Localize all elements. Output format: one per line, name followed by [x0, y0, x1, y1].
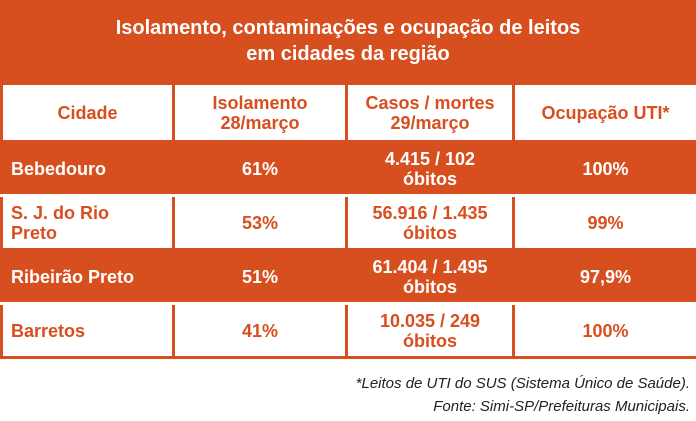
row: Barretos 41% 10.035 / 249 óbitos 100% — [0, 302, 696, 359]
footnote: *Leitos de UTI do SUS (Sistema Único de … — [355, 375, 690, 392]
header-row: Cidade Isolamento 28/março Casos / mortes … — [0, 82, 696, 143]
cell: 51% — [172, 248, 348, 305]
cell: 53% — [172, 194, 348, 251]
cell: 99% — [512, 194, 696, 251]
cell: 56.916 / 1.435 óbitos — [345, 194, 515, 251]
cell: 10.035 / 249 óbitos — [345, 302, 515, 359]
column-header: Cidade — [0, 82, 175, 143]
cell: 61% — [172, 140, 348, 197]
row: S. J. do Rio Preto 53% 56.916 / 1.435 óbit… — [0, 194, 696, 251]
cell: Bebedouro — [0, 140, 175, 197]
column-header: Isolamento 28/março — [172, 82, 348, 143]
cell: Barretos — [0, 302, 175, 359]
row: Ribeirão Preto 51% 61.404 / 1.495 óbitos 97… — [0, 248, 696, 305]
column-header: Ocupação UTI* — [512, 82, 696, 143]
title: Isolamento, contaminações e ocupação de … — [0, 0, 696, 82]
table: Cidade Isolamento 28/março Casos / mortes … — [0, 82, 696, 359]
column-header: Casos / mortes 29/março — [345, 82, 515, 143]
row: Bebedouro 61% 4.415 / 102 óbitos 100% — [0, 140, 696, 197]
source: Fonte: Simi-SP/Prefeituras Municipais. — [433, 398, 690, 415]
cell: 61.404 / 1.495 óbitos — [345, 248, 515, 305]
cell: 4.415 / 102 óbitos — [345, 140, 515, 197]
cell: S. J. do Rio Preto — [0, 194, 175, 251]
cell: 100% — [512, 140, 696, 197]
cell: 100% — [512, 302, 696, 359]
cell: 97,9% — [512, 248, 696, 305]
cell: 41% — [172, 302, 348, 359]
cell: Ribeirão Preto — [0, 248, 175, 305]
